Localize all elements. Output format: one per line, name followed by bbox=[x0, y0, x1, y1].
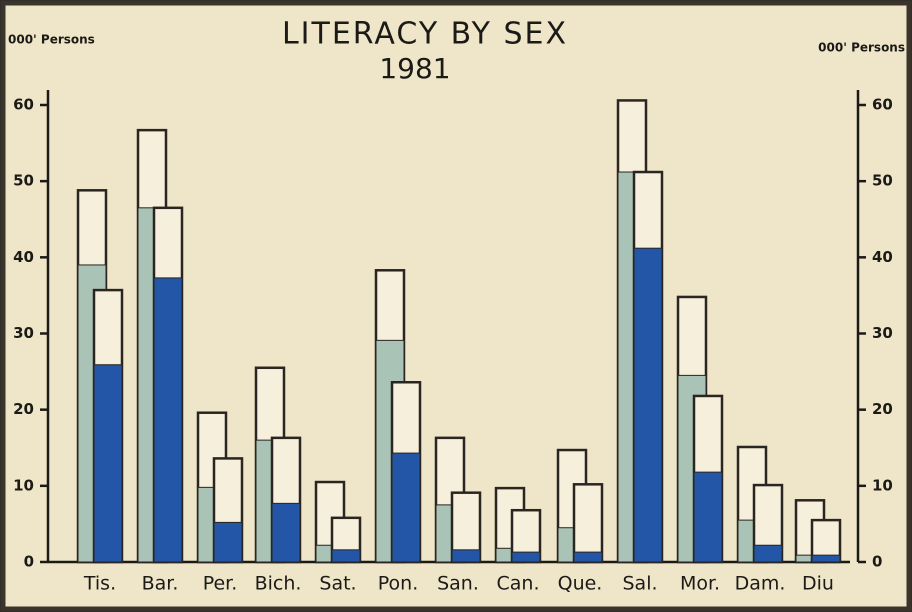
y-tick-label: 20 bbox=[13, 400, 34, 418]
chart-subtitle: 1981 bbox=[379, 52, 450, 85]
literate-bar bbox=[451, 549, 481, 563]
x-tick-label: Pon. bbox=[378, 573, 419, 595]
total-bar bbox=[572, 483, 604, 564]
y2-axis-label: 000' Persons bbox=[818, 41, 905, 55]
x-tick-label: Bich. bbox=[255, 573, 302, 595]
chart-title: LITERACY BY SEX bbox=[282, 17, 568, 52]
y2-tick-label: 20 bbox=[872, 400, 893, 418]
literate-bar bbox=[93, 364, 123, 563]
y2-tick-label: 30 bbox=[872, 324, 893, 342]
literate-bar bbox=[753, 544, 783, 563]
y2-tick-label: 10 bbox=[872, 476, 893, 494]
literate-bar bbox=[271, 502, 301, 563]
x-tick-label: Bar. bbox=[142, 573, 179, 595]
literate-bar bbox=[331, 549, 361, 563]
x-tick-label: San. bbox=[437, 573, 479, 595]
y2-tick-label: 50 bbox=[872, 172, 893, 190]
literate-bar bbox=[633, 247, 663, 563]
y-tick-label: 50 bbox=[13, 172, 34, 190]
y-tick-label: 40 bbox=[13, 248, 34, 266]
literate-bar bbox=[213, 521, 243, 563]
x-tick-label: Sal. bbox=[622, 573, 657, 595]
y-tick-label: 60 bbox=[13, 96, 34, 114]
y-axis-label: 000' Persons bbox=[8, 33, 95, 47]
literate-bar bbox=[811, 554, 841, 563]
x-tick-label: Que. bbox=[558, 573, 603, 595]
y-tick-label: 10 bbox=[13, 476, 34, 494]
y-tick-label: 30 bbox=[13, 324, 34, 342]
x-tick-label: Mor. bbox=[680, 573, 720, 595]
literate-bar bbox=[153, 277, 183, 563]
y-tick-label: 0 bbox=[24, 553, 34, 571]
x-tick-label: Diu bbox=[802, 573, 834, 595]
y2-tick-label: 40 bbox=[872, 248, 893, 266]
literate-bar bbox=[573, 551, 603, 563]
y2-tick-label: 0 bbox=[872, 553, 882, 571]
x-tick-label: Can. bbox=[497, 573, 540, 595]
x-tick-label: Dam. bbox=[735, 573, 786, 595]
x-tick-label: Tis. bbox=[83, 573, 116, 595]
y2-tick-label: 60 bbox=[872, 96, 893, 114]
literate-bar bbox=[511, 551, 541, 563]
x-tick-label: Per. bbox=[203, 573, 238, 595]
literate-bar bbox=[693, 471, 723, 563]
literate-bar bbox=[391, 452, 421, 563]
x-tick-label: Sat. bbox=[319, 573, 356, 595]
